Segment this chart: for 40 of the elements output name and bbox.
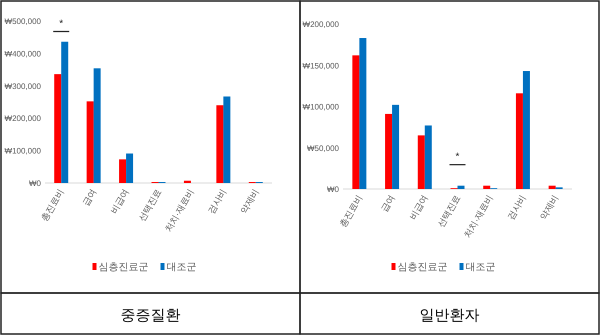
text: 일반환자 (420, 307, 480, 324)
y-tick-label: ₩100,000 (302, 102, 340, 112)
x-tick-label: 급여 (80, 187, 98, 208)
bar (54, 74, 62, 183)
y-tick-label: ₩150,000 (302, 61, 340, 70)
bar (86, 101, 94, 183)
bar (483, 186, 490, 189)
legend-label: 심층진료군 (98, 262, 148, 273)
bar (522, 71, 530, 189)
bar (424, 125, 432, 189)
bar (516, 93, 523, 189)
bar (216, 105, 224, 183)
y-tick-label: ₩500,000 (4, 17, 42, 26)
annotation: * (59, 18, 64, 30)
bar (119, 159, 126, 183)
bar (359, 38, 366, 189)
bar (223, 96, 230, 183)
bar (548, 186, 556, 189)
text: 중증질환 (120, 307, 180, 324)
legend-label: 대조군 (466, 262, 496, 273)
y-tick-label: ₩0 (29, 179, 42, 188)
bar (385, 114, 392, 189)
bar (61, 42, 68, 183)
bar (458, 186, 464, 189)
legend-label: 대조군 (166, 262, 196, 273)
y-tick-label: ₩400,000 (4, 49, 42, 58)
y-tick-label: ₩200,000 (4, 114, 42, 124)
y-tick-label: ₩0 (327, 185, 340, 194)
legend-label: 심층진료군 (398, 262, 448, 273)
bar (392, 104, 400, 189)
y-tick-label: ₩50,000 (306, 144, 340, 153)
y-tick-label: ₩200,000 (302, 20, 340, 29)
bar (418, 135, 425, 189)
annotation: * (456, 152, 460, 163)
x-tick-label: 급여 (379, 193, 397, 214)
y-tick-label: ₩300,000 (4, 82, 42, 91)
bar (126, 154, 134, 183)
bar (352, 55, 360, 189)
y-tick-label: ₩100,000 (4, 146, 42, 156)
bar (94, 68, 101, 183)
